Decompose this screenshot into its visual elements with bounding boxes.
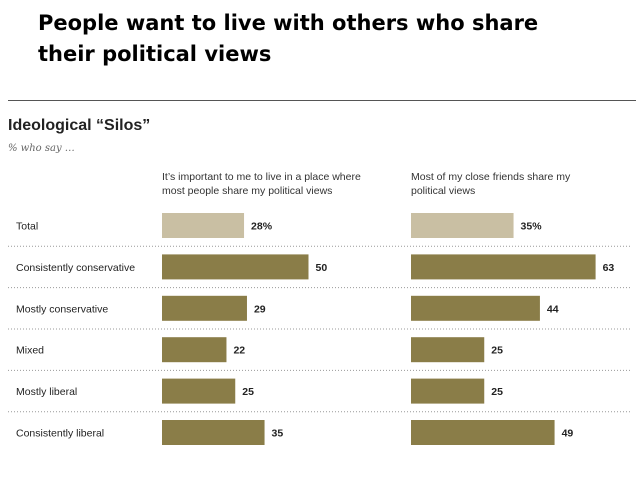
chart-subtitle: % who say … <box>8 143 75 154</box>
value-label-s1-mostly-liberal: 25 <box>242 386 254 398</box>
value-label-s2-mixed: 25 <box>491 345 503 357</box>
value-label-s1-consistently-conservative: 50 <box>316 262 328 274</box>
column-header-live-place: It’s important to me to live in a place … <box>162 170 392 198</box>
column-header-close-friends-line-1: Most of my close friends share my <box>411 171 571 183</box>
bar-s1-consistently-liberal <box>162 420 265 445</box>
column-header-close-friends: Most of my close friends share my politi… <box>411 170 638 198</box>
value-label-s1-total: 28% <box>251 221 273 233</box>
bar-s2-mixed <box>411 337 485 363</box>
value-label-s2-total: 35% <box>521 221 543 233</box>
bar-s1-mixed <box>162 337 227 363</box>
value-label-s1-mostly-conservative: 29 <box>254 303 266 315</box>
value-label-s1-consistently-liberal: 35 <box>272 428 284 440</box>
value-label-s2-mostly-liberal: 25 <box>491 386 503 398</box>
bar-s1-consistently-conservative <box>162 254 309 280</box>
bar-s2-mostly-conservative <box>411 295 540 321</box>
bar-s1-mostly-conservative <box>162 295 247 321</box>
title-divider <box>8 100 636 101</box>
bar-s1-total <box>162 213 245 238</box>
category-label-mixed: Mixed <box>16 345 44 357</box>
value-label-s2-consistently-liberal: 49 <box>562 428 574 440</box>
value-label-s2-mostly-conservative: 44 <box>547 303 559 315</box>
value-label-s1-mixed: 22 <box>233 345 245 357</box>
bar-s2-total <box>411 213 514 238</box>
category-label-mostly-conservative: Mostly conservative <box>16 303 108 315</box>
bar-s1-mostly-liberal <box>162 378 236 404</box>
category-label-consistently-liberal: Consistently liberal <box>16 428 104 440</box>
column-header-close-friends-line-2: political views <box>411 185 476 197</box>
category-label-consistently-conservative: Consistently conservative <box>16 262 135 274</box>
bar-s2-mostly-liberal <box>411 378 485 404</box>
slide-title: People want to live with others who shar… <box>38 11 539 66</box>
bar-s2-consistently-conservative <box>411 254 596 280</box>
category-label-total: Total <box>16 221 38 233</box>
category-label-mostly-liberal: Mostly liberal <box>16 386 77 398</box>
value-label-s2-consistently-conservative: 63 <box>603 262 615 274</box>
chart-title: Ideological “Silos” <box>8 117 151 134</box>
column-header-live-place-line-2: most people share my political views <box>162 185 333 197</box>
bar-s2-consistently-liberal <box>411 420 555 445</box>
column-header-live-place-line-1: It’s important to me to live in a place … <box>162 171 361 183</box>
